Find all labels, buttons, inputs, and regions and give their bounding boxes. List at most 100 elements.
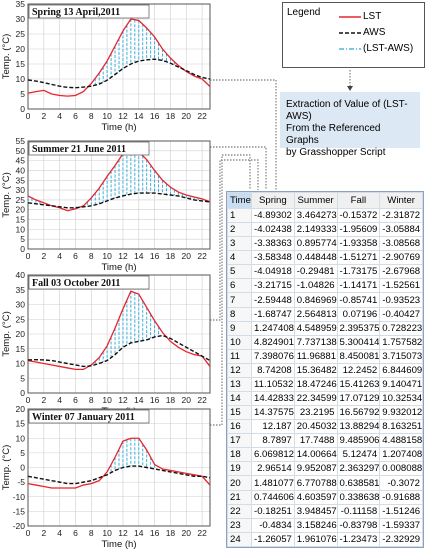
table-cell: 2.363297 (336, 461, 381, 477)
y-tick-label: 35 (16, 0, 26, 9)
x-tick-label: 14 (134, 528, 144, 538)
x-tick-label: 6 (73, 111, 78, 121)
table-cell: -1.68747 (251, 306, 295, 322)
x-tick-label: 10 (102, 528, 112, 538)
y-tick-label: 40 (16, 165, 26, 175)
connector-arrowhead (347, 86, 353, 91)
series-line-lst (27, 148, 211, 212)
table-cell: -0.3072 (379, 475, 423, 491)
x-tick-label: 12 (118, 251, 128, 261)
y-tick-label: -10 (13, 492, 26, 502)
table-cell: 4.603597 (293, 489, 338, 505)
table-cell: 4.488158 (379, 433, 423, 449)
x-tick-label: 14 (134, 111, 144, 121)
y-tick-label: 15 (16, 419, 26, 429)
y-tick-label: -5 (17, 477, 25, 487)
table-cell: 0.895774 (293, 236, 338, 252)
y-axis-label: Temp. (°C) (1, 34, 12, 80)
y-tick-label: 0 (20, 244, 25, 254)
y-tick-label: 0 (20, 388, 25, 398)
legend-label-lst: LST (363, 11, 382, 22)
table-cell: 9.932012 (379, 405, 423, 421)
plot-frame (27, 274, 211, 394)
table-cell: 20.45032 (293, 419, 338, 435)
table-cell-time: 22 (227, 503, 252, 519)
table-row: 6 -3.21715 -1.04826 -1.14171 -1.52561 (227, 278, 423, 294)
x-tick-label: 10 (102, 395, 112, 405)
table-cell: 6.069812 (251, 447, 295, 463)
table-cell: 2.96514 (251, 461, 295, 477)
y-tick-label: 35 (16, 175, 26, 185)
y-tick-label: 20 (16, 404, 26, 414)
table-cell: -0.85741 (336, 292, 381, 308)
y-tick-label: 40 (16, 270, 26, 280)
legend-title: Legend (287, 7, 321, 18)
table-cell: -3.08568 (379, 236, 423, 252)
table-cell: 7.398076 (251, 348, 295, 364)
table-cell: 3.948457 (293, 503, 338, 519)
table-cell: 4.824901 (251, 334, 295, 350)
table-cell: 3.715073 (379, 348, 423, 364)
legend-swatches (339, 16, 361, 50)
legend-label-diff: (LST-AWS) (363, 43, 414, 54)
extraction-note-line1: Extraction of Value of (LST-AWS) (286, 99, 408, 122)
table-cell: 8.7897 (251, 433, 295, 449)
table-cell: -3.21715 (251, 278, 295, 294)
table-cell: 11.10532 (251, 376, 295, 393)
plot-frame (27, 408, 211, 527)
extraction-note: Extraction of Value of (LST-AWS) From th… (280, 92, 420, 158)
x-tick-label: 12 (118, 111, 128, 121)
y-tick-label: 10 (16, 74, 26, 84)
x-tick-label: 0 (26, 528, 31, 538)
chart-title: Summer 21 June 2011 (32, 144, 126, 155)
table-cell: 12.187 (251, 419, 295, 435)
table-cell-time: 24 (227, 531, 252, 548)
series-line-lst (27, 290, 211, 371)
table-cell: 0.008088 (379, 461, 423, 477)
chart-title: Fall 03 October 2011 (32, 278, 120, 289)
x-tick-label: 22 (197, 251, 207, 261)
y-tick-label: 0 (20, 104, 25, 114)
y-tick-label: 10 (16, 224, 26, 234)
x-tick-label: 14 (134, 251, 144, 261)
x-tick-label: 0 (26, 111, 31, 121)
table-cell: -1.73175 (336, 264, 381, 280)
table-cell: -4.04918 (251, 264, 295, 280)
table-cell: -1.51246 (379, 503, 423, 519)
table-row: 24 -1.26057 1.961076 -1.23473 -2.32929 (227, 531, 423, 548)
table-cell: 23.2195 (293, 405, 338, 421)
table-cell: -2.90769 (379, 250, 423, 266)
series-line-lst (27, 18, 211, 97)
table-cell-time: 5 (227, 264, 252, 280)
table-cell: -0.4834 (251, 517, 295, 533)
table-cell: 0.728223 (379, 320, 423, 336)
table-cell: -2.32929 (379, 531, 423, 548)
table-cell: -0.91688 (379, 489, 423, 505)
table-row: 12 8.74208 15.36482 12.2452 6.844609 (227, 362, 423, 378)
table-cell-time: 16 (227, 419, 252, 435)
table-row: 14 14.42833 22.34599 17.07129 10.32534 (227, 391, 423, 407)
table-cell: 9.952087 (293, 461, 338, 477)
table-cell-time: 15 (227, 405, 252, 421)
y-tick-label: 20 (16, 44, 26, 54)
y-tick-label: 15 (16, 215, 26, 225)
table-cell-time: 6 (227, 278, 252, 294)
y-tick-label: 50 (16, 146, 26, 156)
connector-line (210, 159, 259, 321)
x-tick-label: 2 (41, 395, 46, 405)
x-tick-label: 2 (41, 251, 46, 261)
table-cell: -1.04826 (293, 278, 338, 294)
y-tick-label: 25 (16, 195, 26, 205)
y-tick-label: 30 (16, 14, 26, 24)
x-tick-label: 4 (57, 111, 62, 121)
table-cell-time: 20 (227, 475, 252, 491)
table-cell: 12.2452 (336, 362, 381, 378)
table-cell: 14.00664 (293, 447, 338, 463)
table-row: 22 -0.18251 3.948457 -0.11158 -1.51246 (227, 503, 423, 519)
table-row: 2 -4.02438 2.149333 -1.95609 -3.05884 (227, 222, 423, 238)
table-cell: -2.67968 (379, 264, 423, 280)
table-cell-time: 1 (227, 207, 252, 224)
chart-title-box (28, 141, 150, 156)
table-cell: -1.14171 (336, 278, 381, 294)
